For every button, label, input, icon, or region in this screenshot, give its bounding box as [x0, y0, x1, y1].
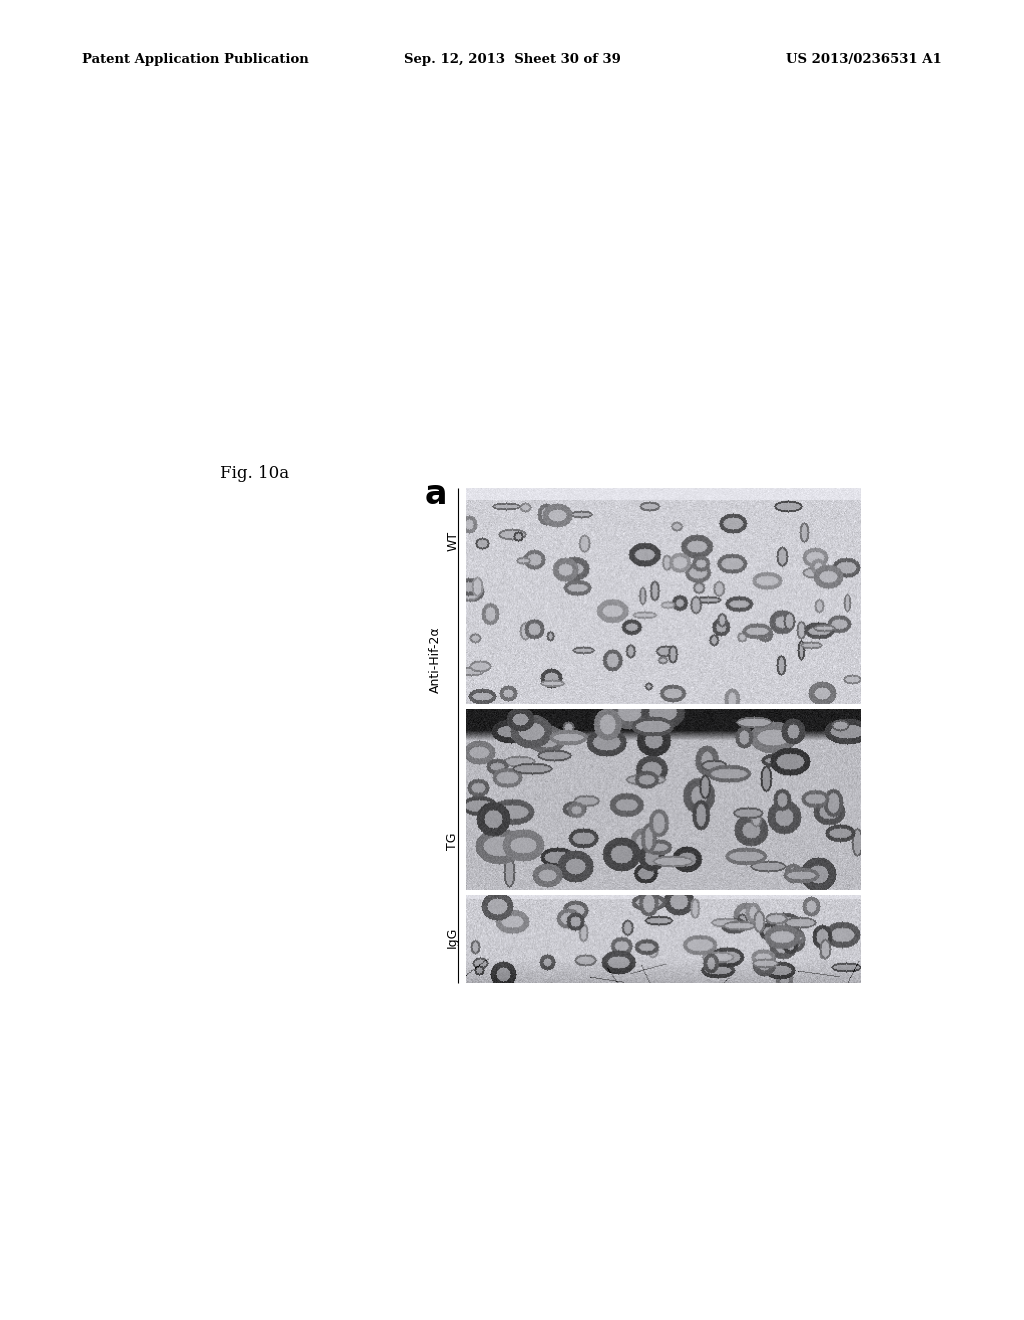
Text: WT: WT: [446, 531, 459, 552]
Text: TG: TG: [446, 832, 459, 850]
Text: Patent Application Publication: Patent Application Publication: [82, 53, 308, 66]
Text: Sep. 12, 2013  Sheet 30 of 39: Sep. 12, 2013 Sheet 30 of 39: [403, 53, 621, 66]
Text: Anti-Hif-2α: Anti-Hif-2α: [429, 627, 441, 693]
Text: US 2013/0236531 A1: US 2013/0236531 A1: [786, 53, 942, 66]
Text: IgG: IgG: [446, 927, 459, 948]
Text: a: a: [425, 478, 447, 511]
Text: Fig. 10a: Fig. 10a: [220, 465, 290, 482]
